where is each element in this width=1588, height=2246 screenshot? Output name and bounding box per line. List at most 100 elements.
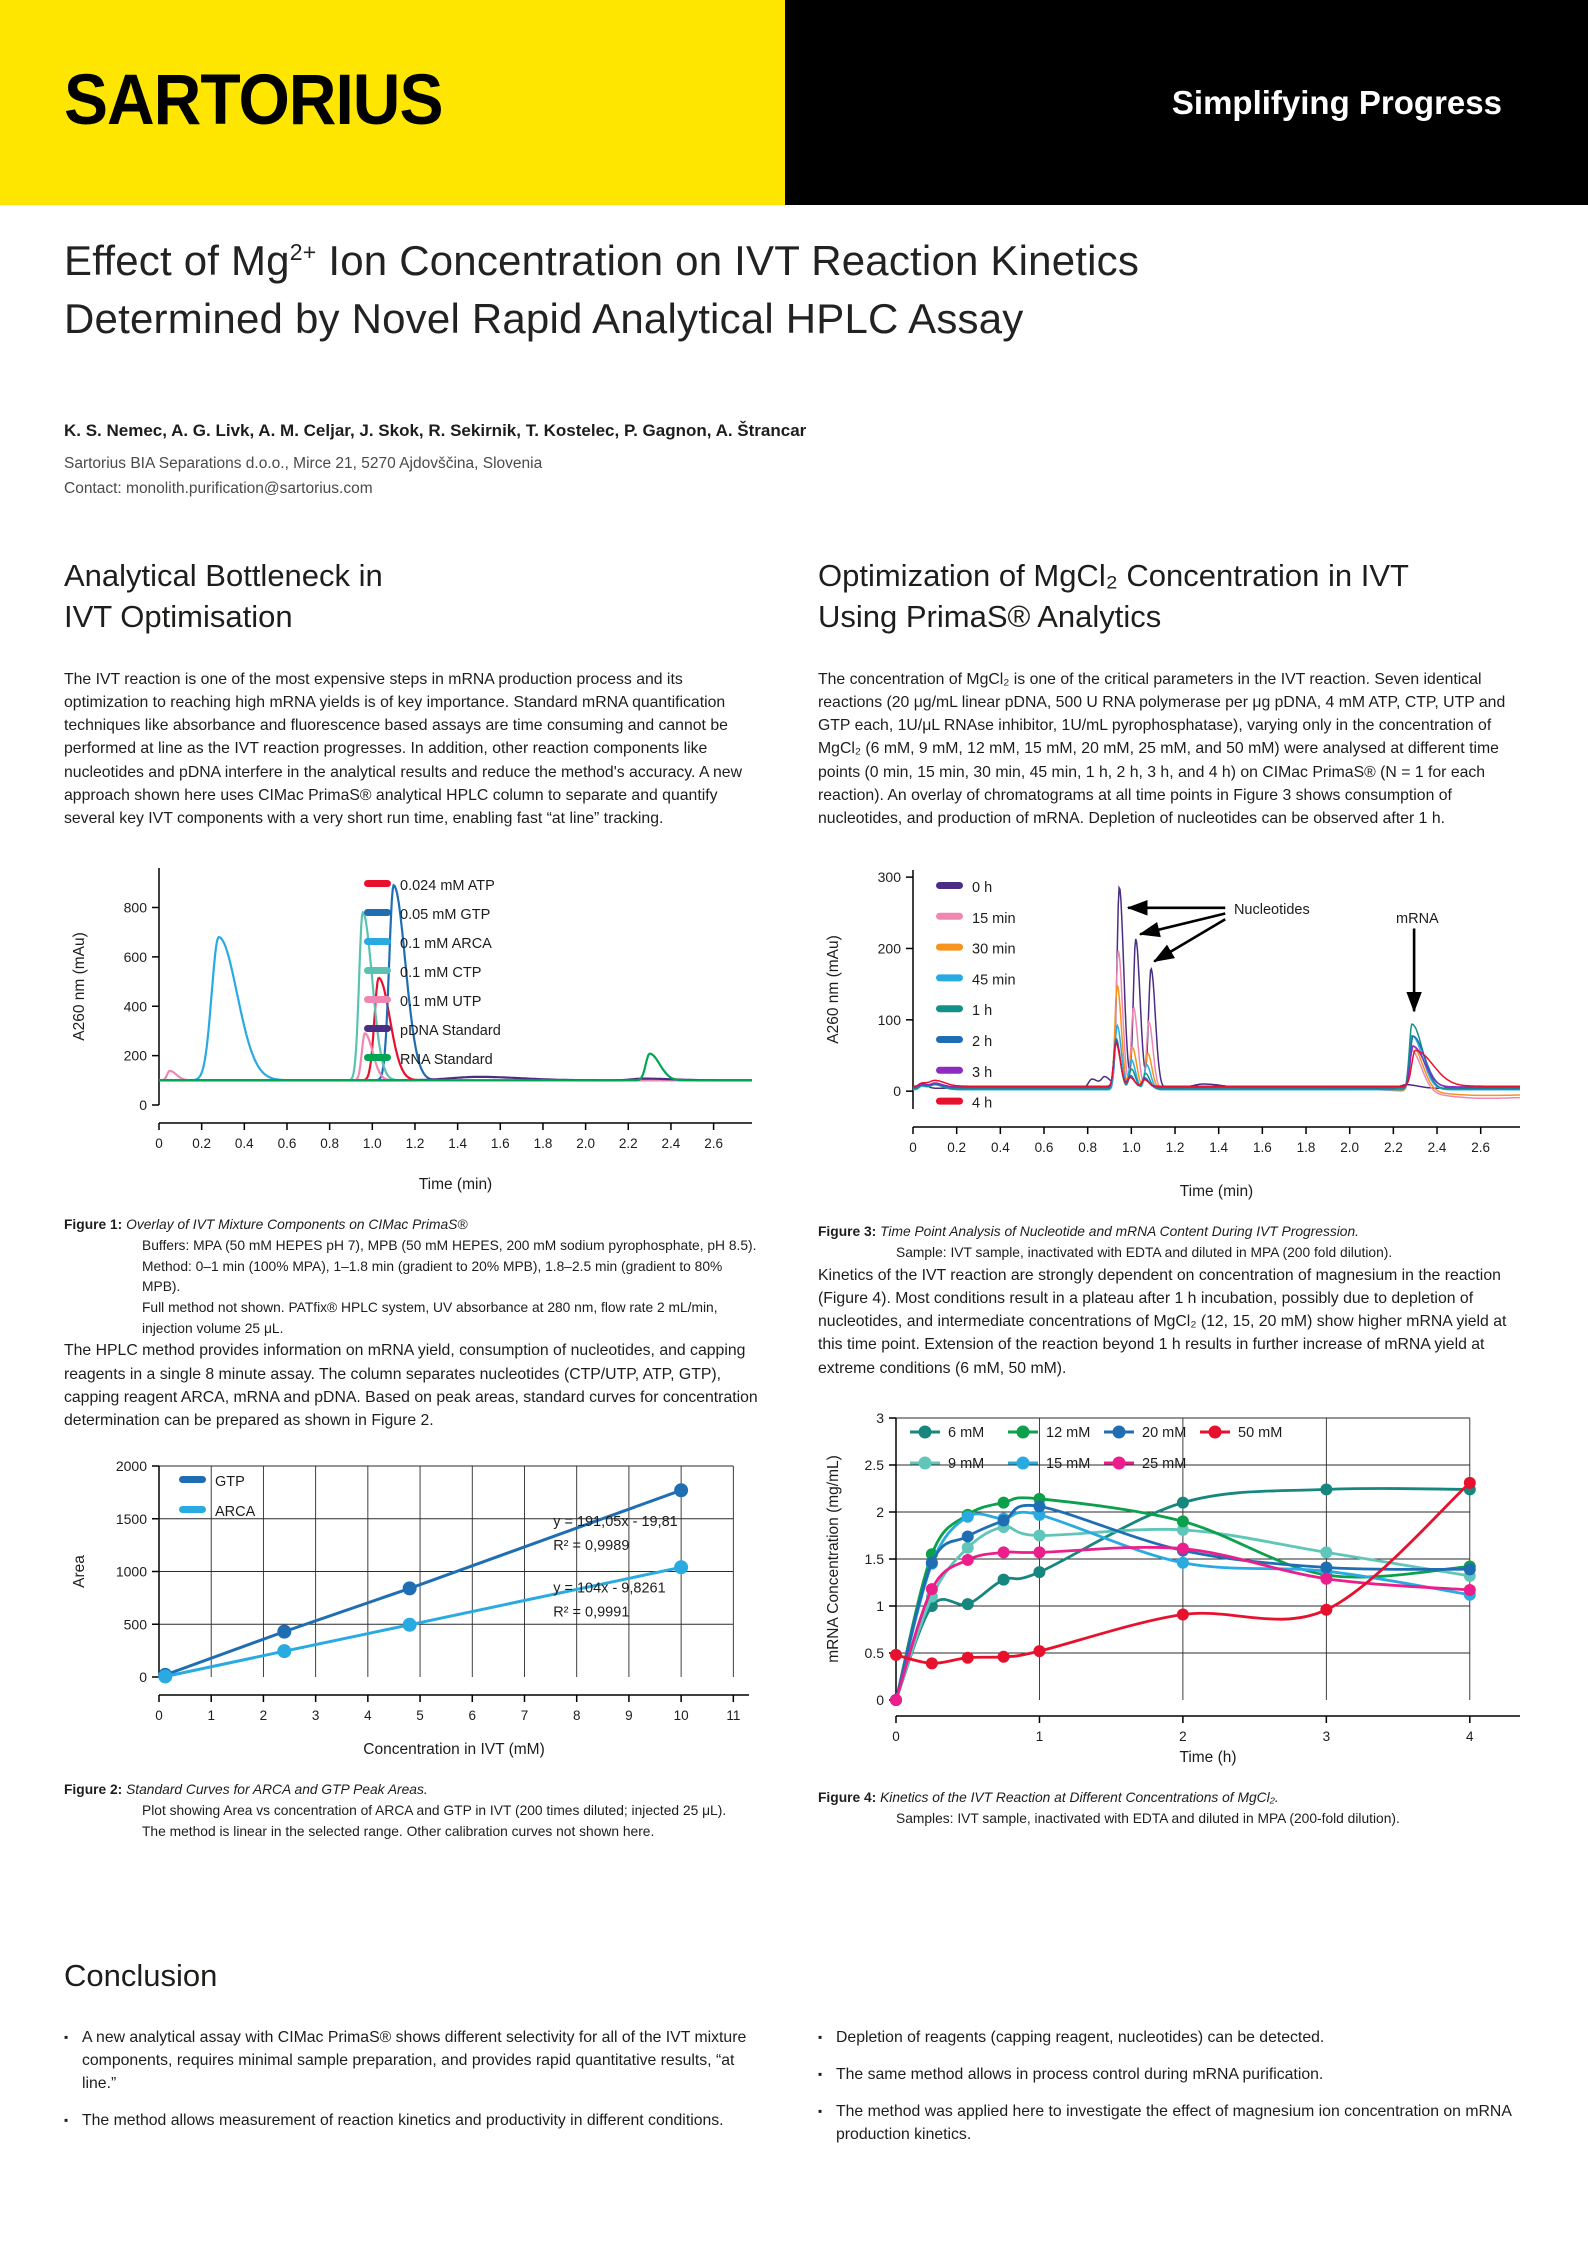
svg-text:2 h: 2 h [972,1034,992,1050]
right-paragraph-1: The concentration of MgCl₂ is one of the… [818,670,1506,828]
svg-text:2: 2 [1179,1729,1187,1744]
svg-text:2.2: 2.2 [619,1136,638,1151]
svg-text:y = 104x - 9,8261: y = 104x - 9,8261 [553,1581,665,1597]
svg-text:6: 6 [469,1708,477,1723]
svg-text:ARCA: ARCA [215,1504,256,1520]
caption-label: Figure 1: [64,1217,127,1233]
svg-text:10: 10 [674,1708,689,1723]
svg-text:2.0: 2.0 [1340,1140,1359,1155]
svg-text:100: 100 [878,1012,902,1028]
svg-text:15 min: 15 min [972,911,1016,927]
section-heading-left: Analytical Bottleneck in IVT Optimisation [64,556,764,638]
caption-title: Time Point Analysis of Nucleotide and mR… [880,1224,1359,1240]
svg-text:0.8: 0.8 [1078,1140,1097,1155]
caption-label: Figure 2: [64,1782,127,1798]
svg-text:0: 0 [155,1136,163,1151]
svg-text:0.4: 0.4 [991,1140,1010,1155]
series-30-min [913,985,1521,1097]
svg-text:8: 8 [573,1708,581,1723]
svg-text:0.5: 0.5 [865,1645,885,1661]
caption-lines: Buffers: MPA (50 mM HEPES pH 7), MPB (50… [142,1236,764,1339]
svg-text:20 mM: 20 mM [1142,1425,1186,1441]
header-yellow-block: SARTORIUS [0,0,785,205]
svg-text:1.2: 1.2 [1166,1140,1185,1155]
svg-text:800: 800 [124,900,148,916]
svg-text:45 min: 45 min [972,973,1016,989]
caption-first-line: Figure 4: Kinetics of the IVT Reaction a… [818,1788,1534,1809]
series-GTP [164,1489,682,1677]
figure4-caption: Figure 4: Kinetics of the IVT Reaction a… [818,1788,1534,1829]
svg-text:Area: Area [71,1555,88,1588]
svg-text:0.1 mM CTP: 0.1 mM CTP [400,965,481,981]
caption-first-line: Figure 2: Standard Curves for ARCA and G… [64,1780,764,1801]
svg-text:0.6: 0.6 [278,1136,297,1151]
affiliation-block: Sartorius BIA Separations d.o.o., Mirce … [64,452,542,502]
figure1-chart: 0 200 400 600 800 0 0.2 0.4 0.6 0.8 1.0 1.2 1.4 1.6 1.… [64,852,764,1197]
svg-text:200: 200 [124,1048,148,1064]
svg-text:0.1 mM ARCA: 0.1 mM ARCA [400,936,492,952]
left-paragraph-2: The HPLC method provides information on … [64,1342,758,1430]
svg-text:2: 2 [260,1708,268,1723]
caption-line: Sample: IVT sample, inactivated with EDT… [896,1245,1393,1261]
caption-title: Standard Curves for ARCA and GTP Peak Ar… [126,1782,428,1798]
svg-text:1.4: 1.4 [448,1136,467,1151]
heading-line: Optimization of MgCl₂ Concentration in I… [818,558,1409,593]
caption-label: Figure 3: [818,1224,881,1240]
caption-lines: Plot showing Area vs concentration of AR… [142,1801,764,1842]
bullet-text: A new analytical assay with CIMac PrimaS… [82,2028,747,2092]
fig4-svg: 0 0.5 1 1.5 2 2.5 3 0 1 2 3 4 Time (h) mRNA Concentra… [825,1410,1520,1766]
svg-text:9 mM: 9 mM [948,1456,984,1472]
figure2-caption: Figure 2: Standard Curves for ARCA and G… [64,1780,764,1842]
svg-text:2.4: 2.4 [1428,1140,1447,1155]
series-50-mM [895,1481,1471,1665]
svg-text:0.05 mM GTP: 0.05 mM GTP [400,907,490,923]
svg-text:2.5: 2.5 [865,1457,885,1473]
svg-text:6 mM: 6 mM [948,1425,984,1441]
svg-text:Time (min): Time (min) [1180,1183,1253,1200]
right-column: Optimization of MgCl₂ Concentration in I… [818,556,1534,1829]
caption-first-line: Figure 3: Time Point Analysis of Nucleot… [818,1222,1534,1243]
fig2-svg: 0 500 1000 1500 2000 0 1 2 3 4 5 6 7 8 9 10 11 Concentrat… [71,1458,749,1758]
svg-text:1.2: 1.2 [406,1136,425,1151]
svg-text:2: 2 [876,1504,884,1520]
svg-text:11: 11 [726,1708,740,1723]
caption-title: Overlay of IVT Mixture Components on CIM… [126,1217,468,1233]
svg-text:2.0: 2.0 [576,1136,595,1151]
svg-text:GTP: GTP [215,1474,245,1490]
conclusion-bullet: ▪ The method was applied here to investig… [818,2101,1534,2147]
svg-text:7: 7 [521,1708,529,1723]
svg-text:Nucleotides: Nucleotides [1234,903,1310,919]
svg-text:1.4: 1.4 [1209,1140,1228,1155]
figure1-caption: Figure 1: Overlay of IVT Mixture Compone… [64,1215,764,1339]
svg-text:1.0: 1.0 [363,1136,382,1151]
svg-text:1000: 1000 [116,1564,147,1580]
svg-text:1.0: 1.0 [1122,1140,1141,1155]
bullet-text: The method allows measurement of reactio… [82,2111,724,2129]
conclusion-bullet: ▪ The method allows measurement of reacti… [64,2110,764,2133]
contact-line: Contact: monolith.purification@sartorius… [64,479,373,497]
svg-text:y = 191,05x - 19,81: y = 191,05x - 19,81 [553,1514,678,1530]
fig1-svg: 0 200 400 600 800 0 0.2 0.4 0.6 0.8 1.0 1.2 1.4 1.6 1.… [71,868,752,1193]
svg-text:4: 4 [1466,1729,1474,1744]
svg-text:3: 3 [312,1708,320,1723]
svg-text:2.4: 2.4 [662,1136,681,1151]
svg-text:0.024 mM ATP: 0.024 mM ATP [400,878,495,894]
svg-text:4: 4 [364,1708,372,1723]
svg-text:400: 400 [124,999,148,1015]
conclusion-columns: ▪ A new analytical assay with CIMac Prima… [64,2027,1546,2161]
poster-title: Effect of Mg2+ Ion Concentration on IVT … [64,232,1139,348]
conclusion-bullet: ▪ A new analytical assay with CIMac Prima… [64,2027,764,2096]
svg-text:R² = 0,9989: R² = 0,9989 [553,1538,629,1554]
svg-text:0: 0 [155,1708,163,1723]
svg-text:R² = 0,9991: R² = 0,9991 [553,1605,629,1621]
svg-text:Time (min): Time (min) [419,1176,492,1193]
heading-line: Analytical Bottleneck in [64,558,383,593]
caption-line: Samples: IVT sample, inactivated with ED… [896,1810,1400,1826]
svg-text:0: 0 [892,1729,900,1744]
svg-text:2.2: 2.2 [1384,1140,1403,1155]
caption-lines: Samples: IVT sample, inactivated with ED… [896,1809,1534,1830]
figure3-chart: 0 100 200 300 0 0.2 0.4 0.6 0.8 1.0 1.2 1.4 1.6 1.8 2.… [818,852,1534,1204]
right-paragraph-2: Kinetics of the IVT reaction are strongl… [818,1266,1507,1377]
authors-line: K. S. Nemec, A. G. Livk, A. M. Celjar, J… [64,421,807,440]
